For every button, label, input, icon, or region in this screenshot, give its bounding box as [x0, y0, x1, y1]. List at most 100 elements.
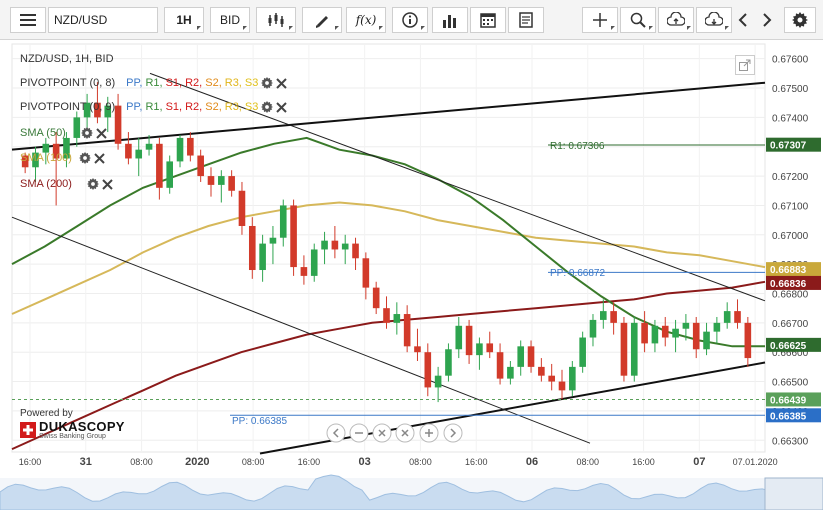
candle-body — [713, 322, 721, 332]
indicator-name: PIVOTPOINT (0, 9) — [20, 101, 116, 113]
candle-body — [744, 322, 752, 359]
candle-body — [156, 143, 163, 188]
candle-body — [218, 176, 225, 185]
candle-body — [228, 176, 235, 191]
candle-body — [569, 366, 576, 391]
price-badge-label: 0.66883 — [770, 265, 807, 276]
toolbar: NZD/USD 1H BID f(x) — [0, 0, 823, 40]
navigator[interactable] — [0, 423, 823, 510]
fullscreen-button[interactable] — [735, 55, 755, 75]
candle-body — [620, 322, 628, 376]
gear-icon[interactable] — [80, 127, 93, 139]
close-icon[interactable] — [94, 152, 105, 164]
candle-body — [476, 343, 483, 356]
candle-body — [703, 331, 710, 350]
indicators-button[interactable]: f(x) — [346, 7, 386, 33]
level-r3: R3, — [224, 77, 242, 89]
candle-body — [166, 161, 174, 188]
candle-body — [114, 105, 122, 144]
gear-icon[interactable] — [261, 77, 274, 89]
candle-body — [331, 240, 339, 250]
level-r2: R2, — [185, 101, 203, 113]
candle-body — [321, 240, 328, 250]
candle-body — [723, 311, 731, 323]
x-tick-label: 16:00 — [298, 457, 321, 467]
candle-body — [558, 381, 566, 391]
x-tick-label: 16:00 — [465, 457, 488, 467]
x-tick-label: 16:00 — [632, 457, 655, 467]
zoom-in-button[interactable] — [419, 423, 439, 443]
candle-body — [527, 346, 535, 367]
close-icon[interactable] — [276, 77, 288, 89]
y-tick-label: 0.66500 — [772, 378, 809, 389]
draw-tool-button[interactable] — [302, 7, 342, 33]
zoom-control-circle — [443, 423, 463, 443]
candle-body — [507, 366, 514, 379]
gear-icon[interactable] — [261, 101, 274, 113]
candle-body — [259, 243, 266, 271]
zoom-fit-button[interactable] — [395, 423, 415, 443]
zoom-button[interactable] — [620, 7, 656, 33]
plus-icon — [425, 429, 433, 437]
candle-body — [434, 375, 442, 388]
candle-body — [94, 102, 101, 118]
x-tick-label: 08:00 — [130, 457, 153, 467]
level-pp: PP, — [126, 101, 143, 113]
price-type-selector[interactable]: BID — [210, 7, 250, 33]
candle-body — [465, 325, 473, 356]
level-s1: S1, — [165, 77, 183, 89]
price-chart[interactable]: 0.676000.675000.674000.673000.672000.671… — [0, 40, 823, 510]
close-icon[interactable] — [102, 178, 113, 190]
chevron-right-icon — [763, 13, 772, 27]
calendar-icon — [480, 13, 496, 28]
pivot-levels — [12, 144, 765, 416]
scroll-right-button[interactable] — [758, 7, 776, 33]
magnifier-icon — [630, 12, 646, 28]
candle-body — [630, 322, 638, 376]
volume-button[interactable] — [432, 7, 468, 33]
scroll-left-button[interactable] — [734, 7, 752, 33]
document-icon — [519, 12, 533, 28]
cloud-upload-icon — [667, 12, 685, 26]
x-tick-label: 08:00 — [242, 457, 265, 467]
function-icon: f(x) — [355, 13, 377, 27]
candle-body — [104, 105, 112, 118]
price-type-label: BID — [219, 13, 240, 27]
gear-icon[interactable] — [78, 152, 91, 164]
download-button[interactable] — [696, 7, 732, 33]
swiss-cross-icon — [20, 422, 36, 438]
calendar-button[interactable] — [470, 7, 506, 33]
report-button[interactable] — [508, 7, 544, 33]
zoom-left-button[interactable] — [326, 423, 346, 443]
candle-body — [548, 375, 555, 382]
gear-icon[interactable] — [86, 178, 99, 190]
upload-button[interactable] — [658, 7, 694, 33]
price-badge — [766, 337, 821, 352]
candle-body — [341, 243, 349, 250]
trend-lines — [11, 72, 766, 455]
candle-body — [197, 155, 204, 177]
y-tick-label: 0.67400 — [772, 113, 809, 124]
x-tick-label: 07 — [693, 456, 705, 468]
info-button[interactable] — [392, 7, 428, 33]
candle-body — [734, 311, 741, 323]
symbol-selector[interactable]: NZD/USD — [48, 7, 158, 33]
candle-body — [538, 366, 545, 376]
sma-100-line — [11, 201, 766, 315]
close-icon[interactable] — [96, 127, 107, 139]
candles — [21, 82, 752, 403]
close-icon[interactable] — [276, 101, 288, 113]
candle-body — [63, 137, 70, 159]
info-icon — [402, 12, 418, 28]
zoom-out-button[interactable] — [349, 423, 369, 443]
zoom-right-button[interactable] — [443, 423, 463, 443]
candle-body — [661, 325, 669, 338]
period-selector[interactable]: 1H — [164, 7, 204, 33]
hamburger-icon[interactable] — [10, 7, 46, 33]
crosshair-button[interactable] — [582, 7, 618, 33]
chart-title: NZD/USD, 1H, BID — [20, 53, 114, 65]
chart-type-button[interactable] — [256, 7, 296, 33]
zoom-reset-button[interactable] — [372, 423, 392, 443]
candle-body — [424, 352, 432, 388]
settings-button[interactable] — [784, 7, 816, 33]
